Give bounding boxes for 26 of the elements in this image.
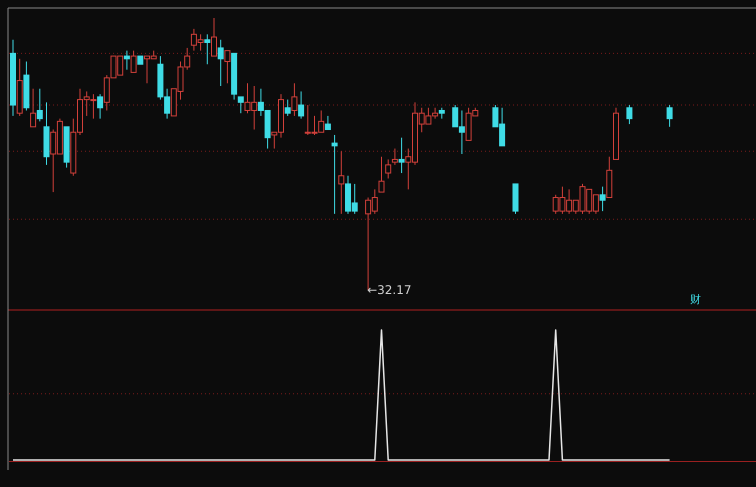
candlestick [438, 107, 445, 120]
annotation: ←32.17 [367, 283, 412, 297]
candlestick [298, 90, 304, 120]
candlestick [284, 99, 291, 116]
candlestick [291, 82, 298, 116]
candlestick [211, 18, 217, 57]
candlestick [600, 186, 606, 212]
text: 财 [690, 293, 701, 306]
candlestick [30, 88, 36, 128]
candlestick [332, 134, 338, 214]
candlestick [130, 50, 137, 73]
candlestick [338, 150, 344, 214]
candlestick [392, 148, 398, 166]
candlestick [666, 104, 673, 128]
candlestick [398, 137, 405, 174]
candlestick [385, 158, 392, 179]
candlestick [378, 156, 384, 193]
candlestick [218, 39, 224, 86]
candlestick [124, 50, 130, 70]
candlestick [204, 34, 210, 65]
candlestick [97, 94, 104, 120]
candlestick [36, 88, 43, 122]
candlestick [324, 115, 331, 130]
candlestick [238, 96, 244, 114]
candlestick [224, 50, 230, 84]
candlestick [626, 104, 632, 125]
